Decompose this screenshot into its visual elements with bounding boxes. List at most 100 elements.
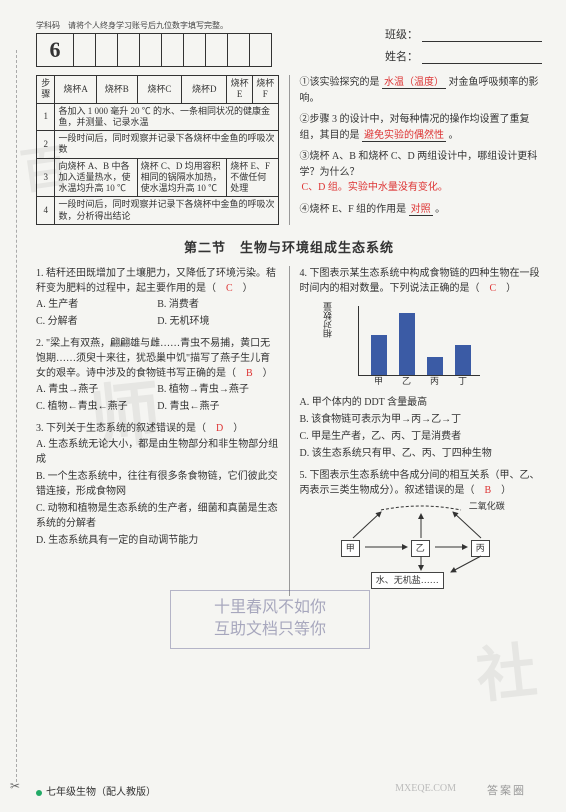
opt: D. 生态系统具有一定的自动调节能力 bbox=[36, 532, 279, 549]
bar-bing bbox=[427, 357, 443, 375]
opt: D. 青虫←燕子 bbox=[157, 398, 278, 415]
question-3: 3. 下列关于生态系统的叙述错误的是（ D ） A. 生态系统无论大小，都是由生… bbox=[36, 421, 279, 549]
q-end: ） bbox=[233, 283, 253, 294]
opt: B. 该食物链可表示为甲→丙→乙→丁 bbox=[300, 411, 543, 428]
y-label: 相对数量 bbox=[322, 302, 336, 338]
dot-icon bbox=[36, 790, 42, 796]
step-no: 4 bbox=[37, 197, 55, 225]
step-ab: 向烧杯 A、B 中各加入适量热水，使水温均升高 10 ℃ bbox=[55, 158, 137, 197]
x-label: 丙 bbox=[427, 375, 443, 389]
subject-code-digit: 6 bbox=[36, 33, 74, 67]
mx-watermark: MXEQE.COM bbox=[395, 783, 456, 794]
digit-box[interactable] bbox=[96, 33, 118, 67]
step-cd: 烧杯 C、D 均用容积相同的锅隔水加热，使水温均升高 10 ℃ bbox=[137, 158, 227, 197]
class-underline[interactable] bbox=[422, 30, 542, 42]
q-stem: 3. 下列关于生态系统的叙述错误的是（ bbox=[36, 423, 216, 434]
step-text: 一段时间后，同时观察并记录下各烧杯中金鱼的呼吸次数，分析得出结论 bbox=[55, 197, 278, 225]
fill-3: ③烧杯 A、B 和烧杯 C、D 两组设计中，哪组设计更科学？为什么？ C、D 组… bbox=[300, 149, 543, 196]
code-area: 学科码 请将个人终身学习账号后九位数字填写完整。 6 bbox=[36, 20, 272, 67]
step-no: 2 bbox=[37, 131, 55, 159]
experiment-table: 步骤 烧杯A 烧杯B 烧杯C 烧杯D 烧杯E 烧杯F 1 各加入 1 000 毫… bbox=[36, 75, 279, 225]
stamp-overlay: 十里春风不如你 互助文档只等你 bbox=[170, 590, 370, 649]
question-5: 5. 下图表示生态系统中各成分间的相互关系（甲、乙、丙表示三类生物成分）。叙述错… bbox=[300, 468, 543, 590]
table-col: 步骤 烧杯A 烧杯B 烧杯C 烧杯D 烧杯E 烧杯F 1 各加入 1 000 毫… bbox=[36, 75, 279, 225]
x-label: 乙 bbox=[399, 375, 415, 389]
q-stem: 2. "梁上有双燕，翩翩雄与雌……青虫不易捕，黄口无饱期……须臾十来往，犹恐巢中… bbox=[36, 338, 270, 379]
answer-logo: 答案圈 bbox=[487, 782, 526, 798]
opt: D. 无机环境 bbox=[157, 313, 278, 330]
section-title: 第二节 生物与环境组成生态系统 bbox=[36, 237, 542, 256]
stamp-line2: 互助文档只等你 bbox=[179, 619, 361, 641]
digit-box[interactable] bbox=[184, 33, 206, 67]
top-columns: 步骤 烧杯A 烧杯B 烧杯C 烧杯D 烧杯E 烧杯F 1 各加入 1 000 毫… bbox=[36, 75, 542, 225]
fill-answer: 对照 bbox=[409, 204, 433, 216]
chart-axis: 甲 乙 丙 丁 bbox=[358, 306, 480, 376]
x-label: 丁 bbox=[455, 375, 471, 389]
th-cup: 烧杯B bbox=[96, 76, 137, 104]
opt: B. 一个生态系统中，往往有很多条食物链，它们彼此交错连接，形成食物网 bbox=[36, 468, 279, 500]
fill-4: ④烧杯 E、F 组的作用是 对照 。 bbox=[300, 202, 543, 218]
digit-box[interactable] bbox=[228, 33, 250, 67]
q-answer: C bbox=[226, 283, 233, 294]
x-label: 甲 bbox=[371, 375, 387, 389]
q-end: ） bbox=[496, 283, 516, 294]
step-text: 一段时间后，同时观察并记录下各烧杯中金鱼的呼吸次数 bbox=[55, 131, 278, 159]
page-footer: 七年级生物（配人教版） bbox=[36, 783, 156, 798]
opt: A. 甲个体内的 DDT 含量最高 bbox=[300, 394, 543, 411]
opt: A. 生态系统无论大小，都是由生物部分和非生物部分组成 bbox=[36, 436, 279, 468]
digit-box[interactable] bbox=[118, 33, 140, 67]
watermark: 社 bbox=[472, 622, 541, 715]
th-cup: 烧杯D bbox=[182, 76, 227, 104]
fill-col: ①该实验探究的是 水温（温度） 对金鱼呼吸频率的影响。 ②步骤 3 的设计中，对… bbox=[300, 75, 543, 225]
bar-ding bbox=[455, 345, 471, 375]
fill-2: ②步骤 3 的设计中，对每种情况的操作均设置了重复组，其目的是 避免实验的偶然性… bbox=[300, 112, 543, 143]
step-no: 3 bbox=[37, 158, 55, 197]
bar-yi bbox=[399, 313, 415, 375]
question-4: 4. 下图表示某生态系统中构成食物链的四种生物在一段时间内的相对数量。下列说法正… bbox=[300, 266, 543, 462]
diagram-arrows bbox=[331, 500, 511, 590]
opt: D. 该生态系统只有甲、乙、丙、丁四种生物 bbox=[300, 445, 543, 462]
fill-answer: 避免实验的偶然性 bbox=[362, 130, 446, 142]
opt: C. 甲是生产者，乙、丙、丁是消费者 bbox=[300, 428, 543, 445]
bar-jia bbox=[371, 335, 387, 375]
scissors-icon: ✂ bbox=[10, 779, 20, 794]
class-label: 班级： bbox=[385, 26, 418, 42]
footer-text: 七年级生物（配人教版） bbox=[46, 787, 156, 798]
th-cup: 烧杯C bbox=[137, 76, 182, 104]
bottom-columns: 1. 秸秆还田既增加了土壤肥力，又降低了环境污染。秸秆变为肥料的过程中，起主要作… bbox=[36, 266, 542, 596]
name-underline[interactable] bbox=[422, 52, 542, 64]
fill-text: 。 bbox=[435, 204, 445, 215]
digit-box[interactable] bbox=[250, 33, 272, 67]
opt: B. 消费者 bbox=[157, 296, 278, 313]
fill-1: ①该实验探究的是 水温（温度） 对金鱼呼吸频率的影响。 bbox=[300, 75, 543, 106]
q-end: ） bbox=[491, 485, 511, 496]
right-questions: 4. 下图表示某生态系统中构成食物链的四种生物在一段时间内的相对数量。下列说法正… bbox=[300, 266, 543, 596]
question-1: 1. 秸秆还田既增加了土壤肥力，又降低了环境污染。秸秆变为肥料的过程中，起主要作… bbox=[36, 266, 279, 330]
digit-box[interactable] bbox=[206, 33, 228, 67]
opt: A. 青虫→燕子 bbox=[36, 381, 157, 398]
digit-box[interactable] bbox=[162, 33, 184, 67]
digit-box[interactable] bbox=[140, 33, 162, 67]
opt: A. 生产者 bbox=[36, 296, 157, 313]
th-cup: 烧杯E bbox=[227, 76, 253, 104]
opt: B. 植物→青虫→燕子 bbox=[157, 381, 278, 398]
code-hint: 学科码 请将个人终身学习账号后九位数字填写完整。 bbox=[36, 20, 272, 31]
step-text: 各加入 1 000 毫升 20 ℃ 的水、一条相同状况的健康金鱼，并测量、记录水… bbox=[55, 103, 278, 131]
fill-text: ④烧杯 E、F 组的作用是 bbox=[300, 204, 407, 215]
concept-diagram: 二氧化碳 甲 乙 丙 水、无机盐…… bbox=[331, 500, 511, 590]
name-area: 班级： 姓名： bbox=[290, 20, 542, 64]
step-ef: 烧杯 E、F 不做任何处理 bbox=[227, 158, 278, 197]
col-divider bbox=[289, 75, 290, 225]
code-boxes: 6 bbox=[36, 33, 272, 67]
stamp-line1: 十里春风不如你 bbox=[179, 597, 361, 619]
digit-box[interactable] bbox=[74, 33, 96, 67]
q-end: ） bbox=[223, 423, 243, 434]
fill-text: ①该实验探究的是 bbox=[300, 77, 380, 88]
fill-text: ③烧杯 A、B 和烧杯 C、D 两组设计中，哪组设计更科学？为什么？ bbox=[300, 151, 538, 178]
th-cup: 烧杯F bbox=[252, 76, 278, 104]
th-cup: 烧杯A bbox=[55, 76, 96, 104]
bar-chart: 相对数量 甲 乙 丙 丁 bbox=[340, 300, 490, 390]
q-end: ） bbox=[253, 368, 273, 379]
q-answer: B bbox=[246, 368, 253, 379]
fill-answer: C、D 组。实验中水量没有变化。 bbox=[300, 182, 450, 193]
